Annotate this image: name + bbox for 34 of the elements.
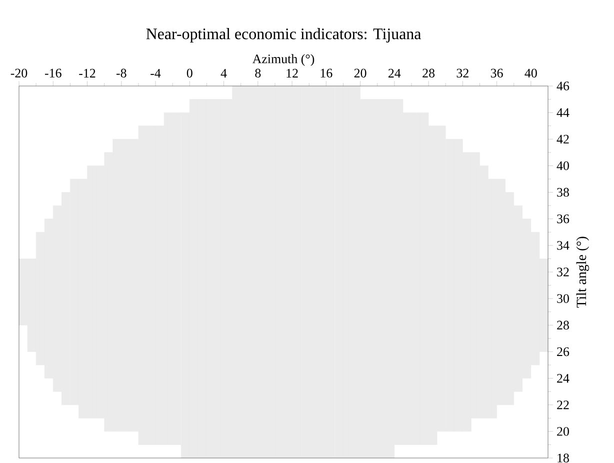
x-tick-label: 40: [524, 68, 537, 78]
x-tick-label: 32: [456, 68, 468, 78]
x-tick-label: 8: [255, 68, 261, 78]
x-tick-label: 4: [220, 68, 227, 78]
x-tick-label: 24: [388, 68, 401, 78]
y-tick-label: 30: [557, 294, 569, 303]
y-tick-label: 32: [557, 268, 569, 276]
y-tick-label: 46: [556, 82, 570, 90]
y-tick-label: 36: [557, 214, 570, 224]
y-tick-label: 20: [557, 427, 569, 436]
x-tick-label: -12: [79, 68, 96, 78]
y-tick-label: 22: [557, 400, 569, 410]
y-tick-label: 40: [556, 161, 569, 170]
x-tick-label: -20: [10, 68, 28, 78]
x-tick-label: -4: [150, 68, 161, 78]
x-tick-label: 12: [286, 68, 298, 78]
x-tick-label: 28: [422, 68, 435, 78]
y-tick-label: 18: [558, 454, 569, 462]
chart-title: Near-optimal economic indicators: Tijuana: [146, 28, 422, 42]
x-axis-title: Azimuth (°): [252, 54, 314, 66]
y-tick-label: 26: [557, 347, 570, 356]
x-tick-label: 36: [490, 68, 503, 78]
x-tick-label: 0: [186, 68, 192, 78]
x-tick-label: 16: [320, 68, 332, 78]
x-tick-label: 20: [354, 68, 366, 78]
y-tick-label: 24: [557, 374, 570, 383]
x-tick-label: -16: [44, 68, 62, 78]
y-tick-label: 34: [557, 241, 570, 250]
y-tick-label: 28: [557, 320, 569, 330]
y-tick-label: 42: [556, 134, 569, 144]
y-tick-label: 44: [556, 108, 570, 117]
y-axis-title: Tilt angle (°): [576, 236, 590, 308]
y-tick-label: 38: [557, 188, 569, 197]
x-tick-label: -8: [116, 68, 126, 78]
